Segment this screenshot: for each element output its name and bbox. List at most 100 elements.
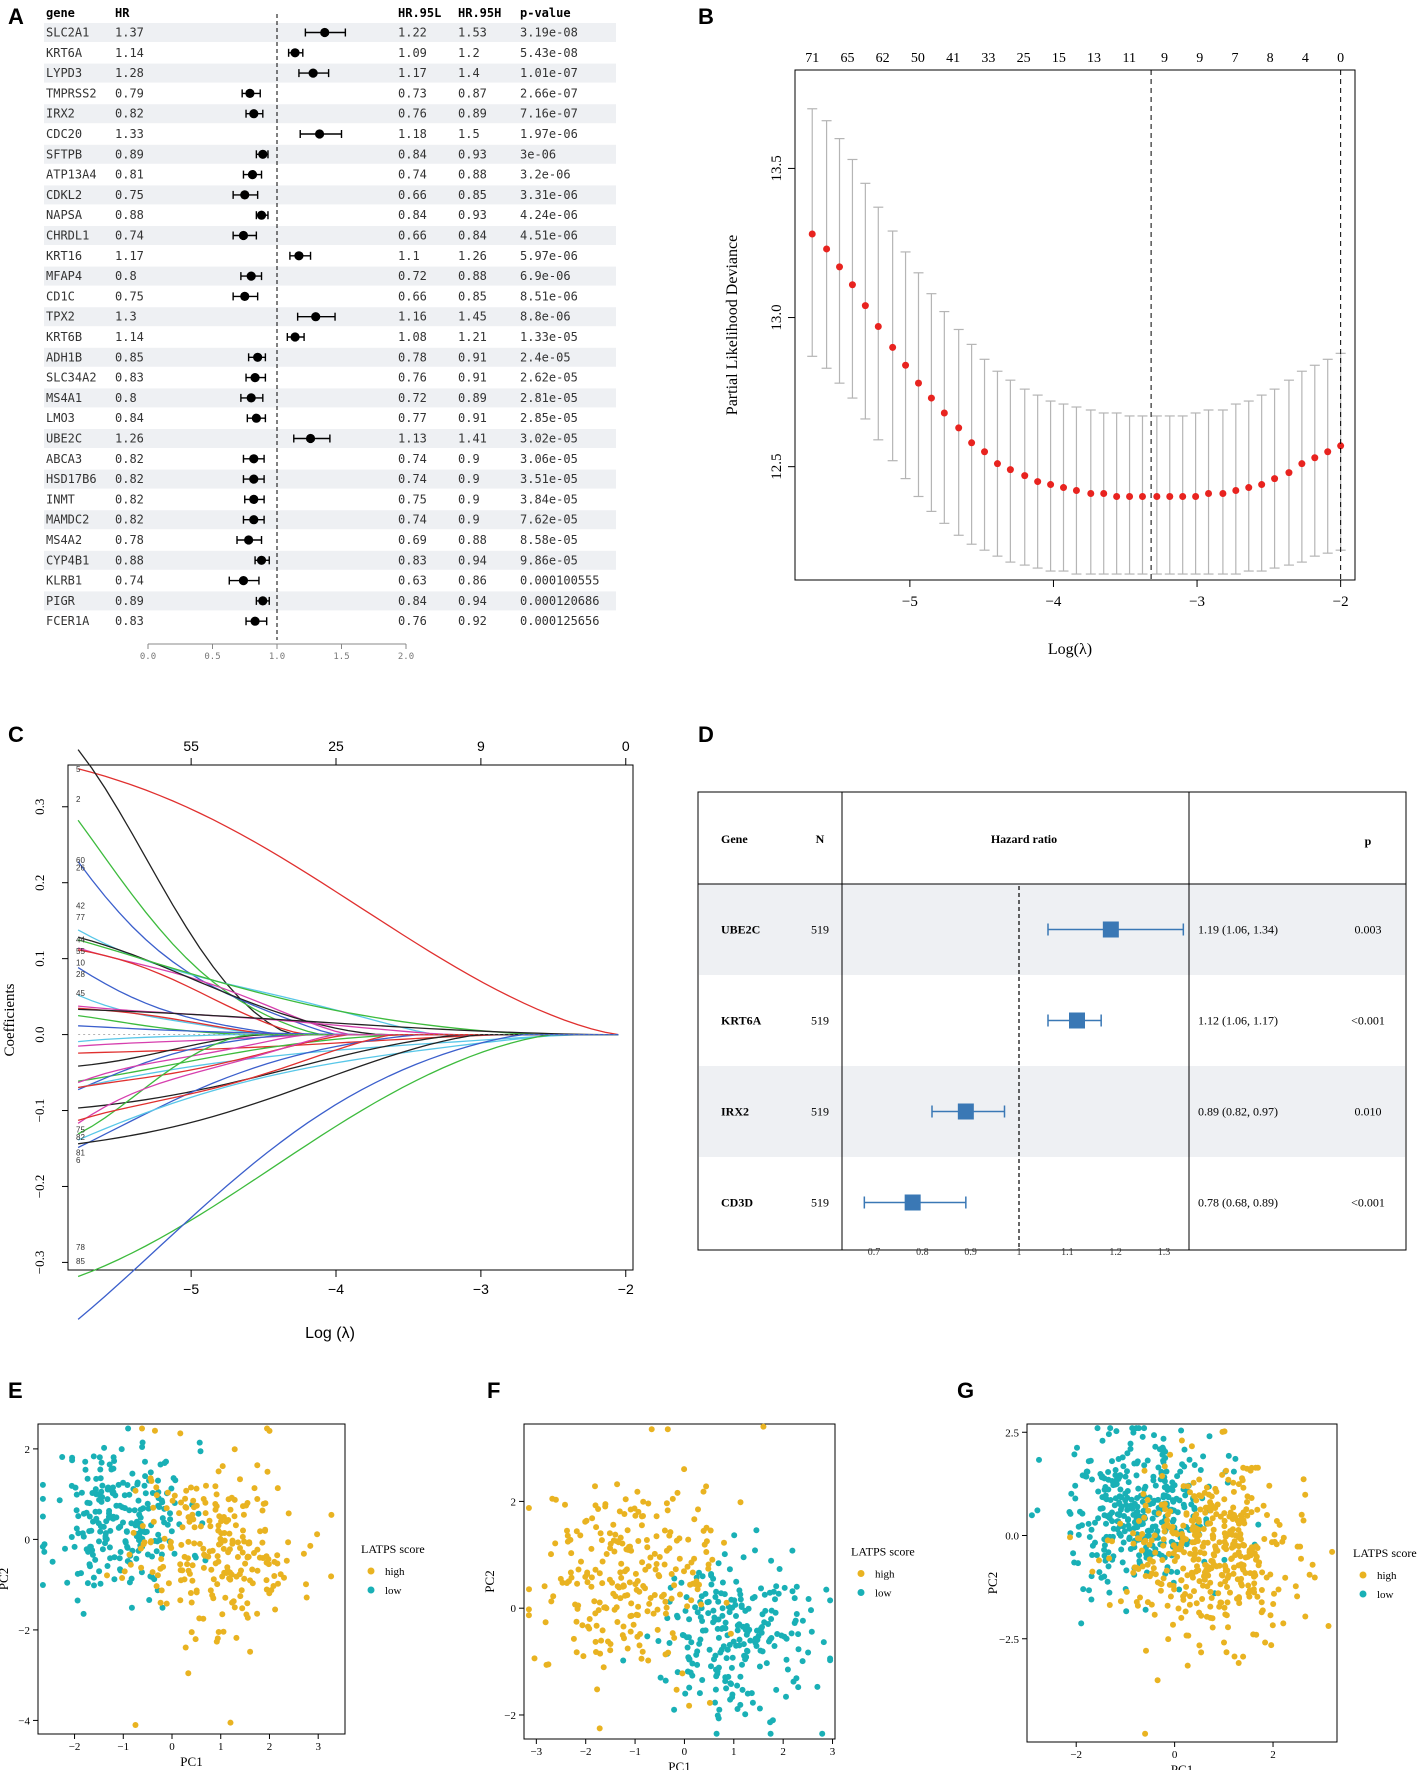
high-point	[193, 1485, 200, 1492]
gene-label: LYPD3	[46, 66, 82, 80]
high-point	[650, 1610, 657, 1617]
low-point	[692, 1604, 699, 1611]
low-point	[814, 1683, 821, 1690]
low-point	[142, 1490, 149, 1497]
coefficient-path	[77, 939, 619, 1036]
high-point	[584, 1569, 591, 1576]
table-row: MS4A1 0.8 0.72 0.89 2.81e-05	[44, 388, 616, 408]
hr-point	[256, 210, 267, 220]
high-point	[654, 1626, 661, 1633]
cv-point-group	[1019, 388, 1030, 566]
high-point	[1235, 1660, 1242, 1666]
cv-point-group	[913, 272, 924, 498]
low-point	[1078, 1620, 1085, 1627]
high-point	[1187, 1489, 1193, 1496]
high-point	[654, 1606, 661, 1613]
path-label: 6	[76, 1156, 81, 1165]
high-point	[141, 1539, 148, 1546]
high-point	[550, 1593, 557, 1600]
high-point	[1254, 1593, 1261, 1600]
low-point	[748, 1690, 755, 1697]
high-point	[183, 1487, 190, 1494]
high-point	[177, 1430, 184, 1437]
high-point	[1164, 1517, 1171, 1524]
high-point	[606, 1530, 613, 1537]
high-point	[687, 1581, 694, 1588]
high-point	[165, 1580, 172, 1587]
high-point	[190, 1516, 197, 1523]
low-point	[754, 1627, 760, 1634]
low-point	[1119, 1559, 1126, 1566]
p-value: 2.66e-07	[520, 86, 578, 100]
low-point	[1071, 1451, 1078, 1458]
low-point	[1150, 1500, 1156, 1507]
low-point	[99, 1482, 106, 1489]
low-point	[125, 1425, 132, 1432]
low-point	[1125, 1522, 1132, 1529]
p-value: 3e-06	[520, 147, 556, 161]
low-point	[758, 1585, 764, 1592]
high-point	[254, 1462, 261, 1469]
high-point	[190, 1497, 197, 1504]
x-tick-label: −2	[69, 1741, 81, 1753]
gene-label: TMPRSS2	[46, 86, 97, 100]
low-point	[1181, 1504, 1188, 1511]
hr-point	[256, 555, 267, 565]
low-point	[104, 1496, 111, 1503]
high-point	[1210, 1561, 1217, 1568]
high-point	[281, 1574, 287, 1581]
high-point	[1228, 1528, 1235, 1535]
row-stripe	[44, 104, 616, 124]
cv-point-group	[1256, 394, 1267, 572]
high-point	[1177, 1544, 1184, 1551]
cv-point-group	[1032, 394, 1043, 569]
x-tick-label: 1.2	[1109, 1247, 1122, 1258]
high-point	[1106, 1602, 1113, 1608]
low-point	[87, 1543, 94, 1550]
high-point	[178, 1577, 184, 1584]
low-point	[1112, 1467, 1119, 1473]
low-point	[771, 1643, 778, 1649]
high-point	[1235, 1481, 1242, 1488]
gene-label: MAMDC2	[46, 513, 89, 527]
cv-point	[1285, 469, 1293, 477]
high-point	[240, 1511, 247, 1518]
high-point	[1202, 1509, 1209, 1516]
coefficient-path	[77, 994, 619, 1036]
high-point	[577, 1532, 584, 1539]
table-row: HSD17B6 0.82 0.74 0.9 3.51e-05	[44, 469, 616, 489]
high-point	[578, 1558, 584, 1565]
low-point	[103, 1518, 110, 1525]
cv-point	[1298, 460, 1306, 468]
high-point	[615, 1539, 622, 1546]
high-point	[1273, 1541, 1280, 1548]
high-point	[1133, 1599, 1140, 1605]
low-point	[1096, 1569, 1103, 1576]
low-point	[745, 1605, 752, 1612]
low-point	[740, 1641, 747, 1648]
hr-high-value: 0.85	[458, 289, 487, 303]
high-point	[635, 1603, 642, 1610]
low-point	[1123, 1501, 1130, 1508]
low-point	[1028, 1512, 1035, 1519]
high-point	[209, 1547, 216, 1554]
high-point	[1273, 1518, 1280, 1524]
low-point	[1101, 1542, 1108, 1549]
low-point	[111, 1458, 118, 1464]
high-point	[612, 1531, 619, 1538]
high-point	[242, 1560, 249, 1567]
high-point	[674, 1489, 681, 1496]
low-point	[1070, 1550, 1077, 1557]
gene-label: IRX2	[721, 1105, 749, 1119]
hr-high-value: 0.88	[458, 533, 487, 547]
high-point	[1260, 1502, 1267, 1509]
high-point	[1228, 1556, 1235, 1562]
high-point	[594, 1686, 601, 1693]
high-point	[226, 1546, 233, 1553]
high-point	[1160, 1575, 1167, 1582]
high-point	[662, 1598, 669, 1605]
low-point	[39, 1513, 46, 1520]
hr-value: 0.82	[115, 107, 144, 121]
low-point	[167, 1510, 173, 1517]
